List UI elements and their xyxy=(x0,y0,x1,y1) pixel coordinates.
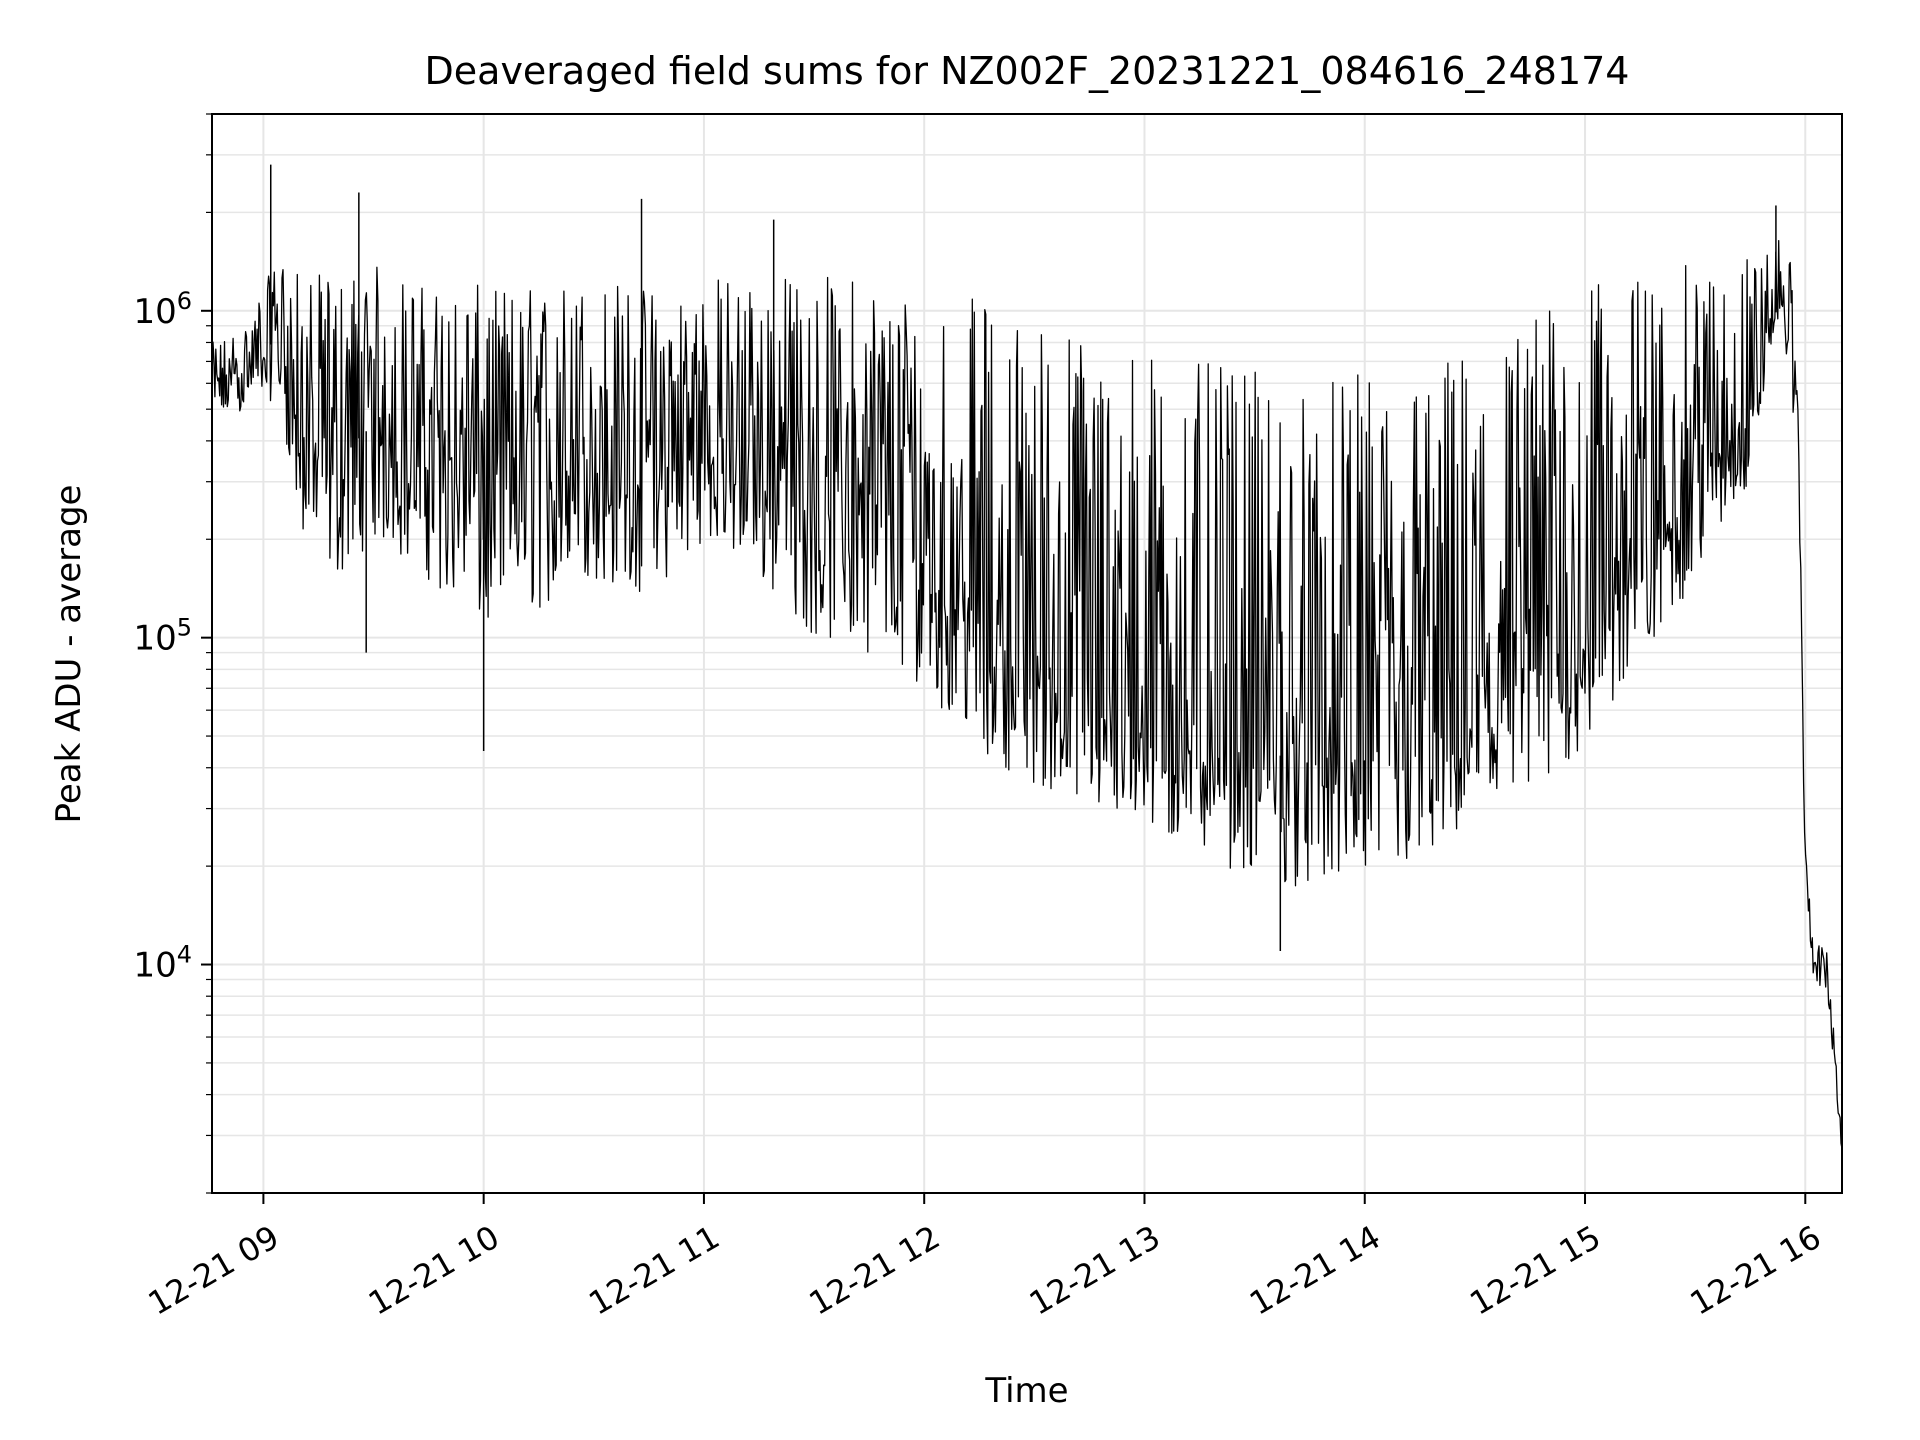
y-tick-label: 104 xyxy=(133,941,192,986)
y-tick-label: 106 xyxy=(133,287,192,332)
data-series xyxy=(211,164,1843,1149)
chart-title: Deaveraged field sums for NZ002F_2023122… xyxy=(425,49,1630,93)
y-tick-label: 105 xyxy=(133,614,192,659)
plot-frame xyxy=(211,113,1843,1194)
y-axis-label: Peak ADU - average xyxy=(49,485,89,824)
x-axis-label: Time xyxy=(984,1371,1068,1411)
